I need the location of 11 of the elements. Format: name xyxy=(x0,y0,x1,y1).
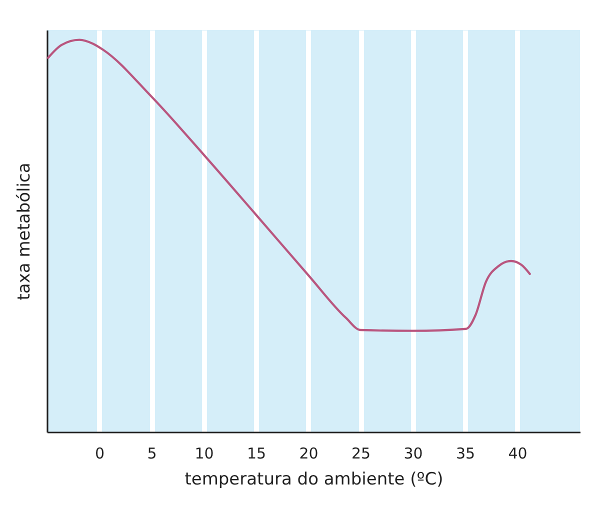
x-tick-label: 40 xyxy=(508,444,528,462)
x-tick-label: 25 xyxy=(351,444,371,462)
y-axis-title: taxa metabólica xyxy=(14,162,34,300)
x-tick-label: 35 xyxy=(456,444,476,462)
x-tick-label: 5 xyxy=(147,444,157,462)
x-axis-title: temperatura do ambiente (ºC) xyxy=(184,470,444,490)
x-tick-label: 15 xyxy=(246,444,266,462)
x-tick-label: 10 xyxy=(194,444,214,462)
x-tick-label: 30 xyxy=(404,444,423,462)
x-tick-label: 0 xyxy=(94,444,105,462)
x-tick-label: 20 xyxy=(299,444,318,462)
